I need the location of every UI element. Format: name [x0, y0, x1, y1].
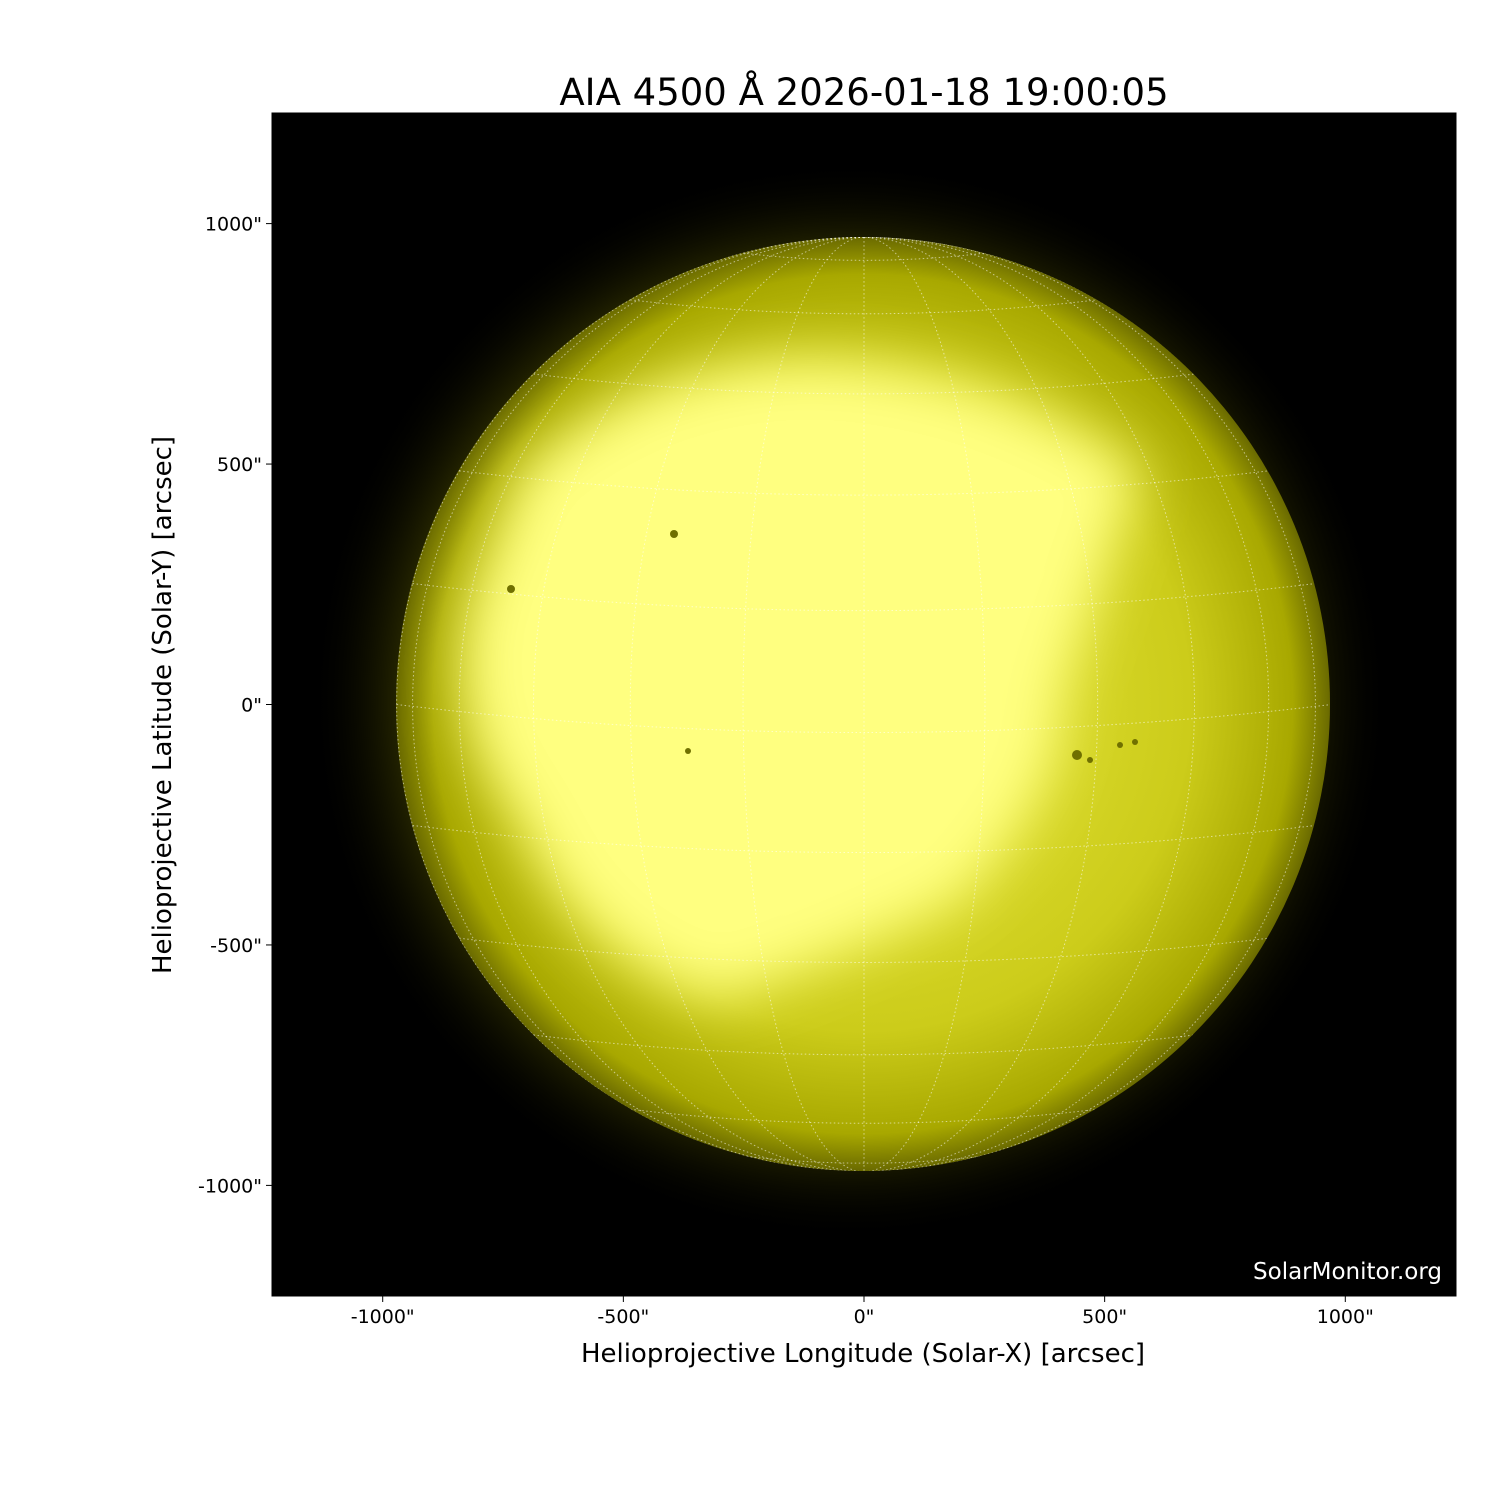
- y-axis-label: Helioprojective Latitude (Solar-Y) [arcs…: [148, 436, 178, 974]
- x-tick-label: 0": [854, 1306, 875, 1328]
- chart-title: AIA 4500 Å 2026-01-18 19:00:05: [559, 70, 1168, 114]
- grid-parallel: [396, 704, 1330, 734]
- grid-parallel: [533, 373, 1195, 395]
- x-tick-label: -500": [597, 1306, 649, 1328]
- watermark: SolarMonitor.org: [1253, 1259, 1442, 1285]
- grid-parallel: [630, 1108, 1098, 1124]
- grid-parallel: [742, 252, 986, 261]
- y-tick-label: -1000": [198, 1175, 262, 1197]
- y-tick-label: -500": [210, 935, 262, 957]
- grid-meridian: [630, 237, 865, 1171]
- x-tick-label: -1000": [351, 1306, 415, 1328]
- y-tick-label: 1000": [205, 214, 262, 236]
- bright-region: [461, 360, 1140, 1000]
- grid-parallel: [630, 299, 1098, 315]
- heliographic-grid: [396, 237, 1330, 1171]
- x-tick-label: 1000": [1317, 1306, 1374, 1328]
- y-tick-label: 500": [217, 454, 262, 476]
- grid-meridian: [863, 237, 1098, 1171]
- grid-parallel: [459, 470, 1269, 496]
- x-tick-label: 500": [1082, 1306, 1127, 1328]
- sunspots: [507, 530, 1138, 763]
- grid-parallel: [412, 824, 1316, 854]
- grid-meridian: [742, 237, 865, 1171]
- y-axis-ticks: -1000" -500" 0" 500" 1000": [198, 214, 272, 1197]
- y-tick-label: 0": [241, 695, 262, 717]
- x-axis-label: Helioprojective Longitude (Solar-X) [arc…: [581, 1339, 1145, 1369]
- grid-parallel: [533, 1034, 1195, 1056]
- grid-meridian: [863, 237, 986, 1171]
- grid-parallel: [412, 583, 1316, 612]
- x-axis-ticks: -1000" -500" 0" 500" 1000": [351, 1296, 1374, 1328]
- grid-parallel: [742, 1155, 986, 1164]
- grid-parallel: [459, 937, 1269, 963]
